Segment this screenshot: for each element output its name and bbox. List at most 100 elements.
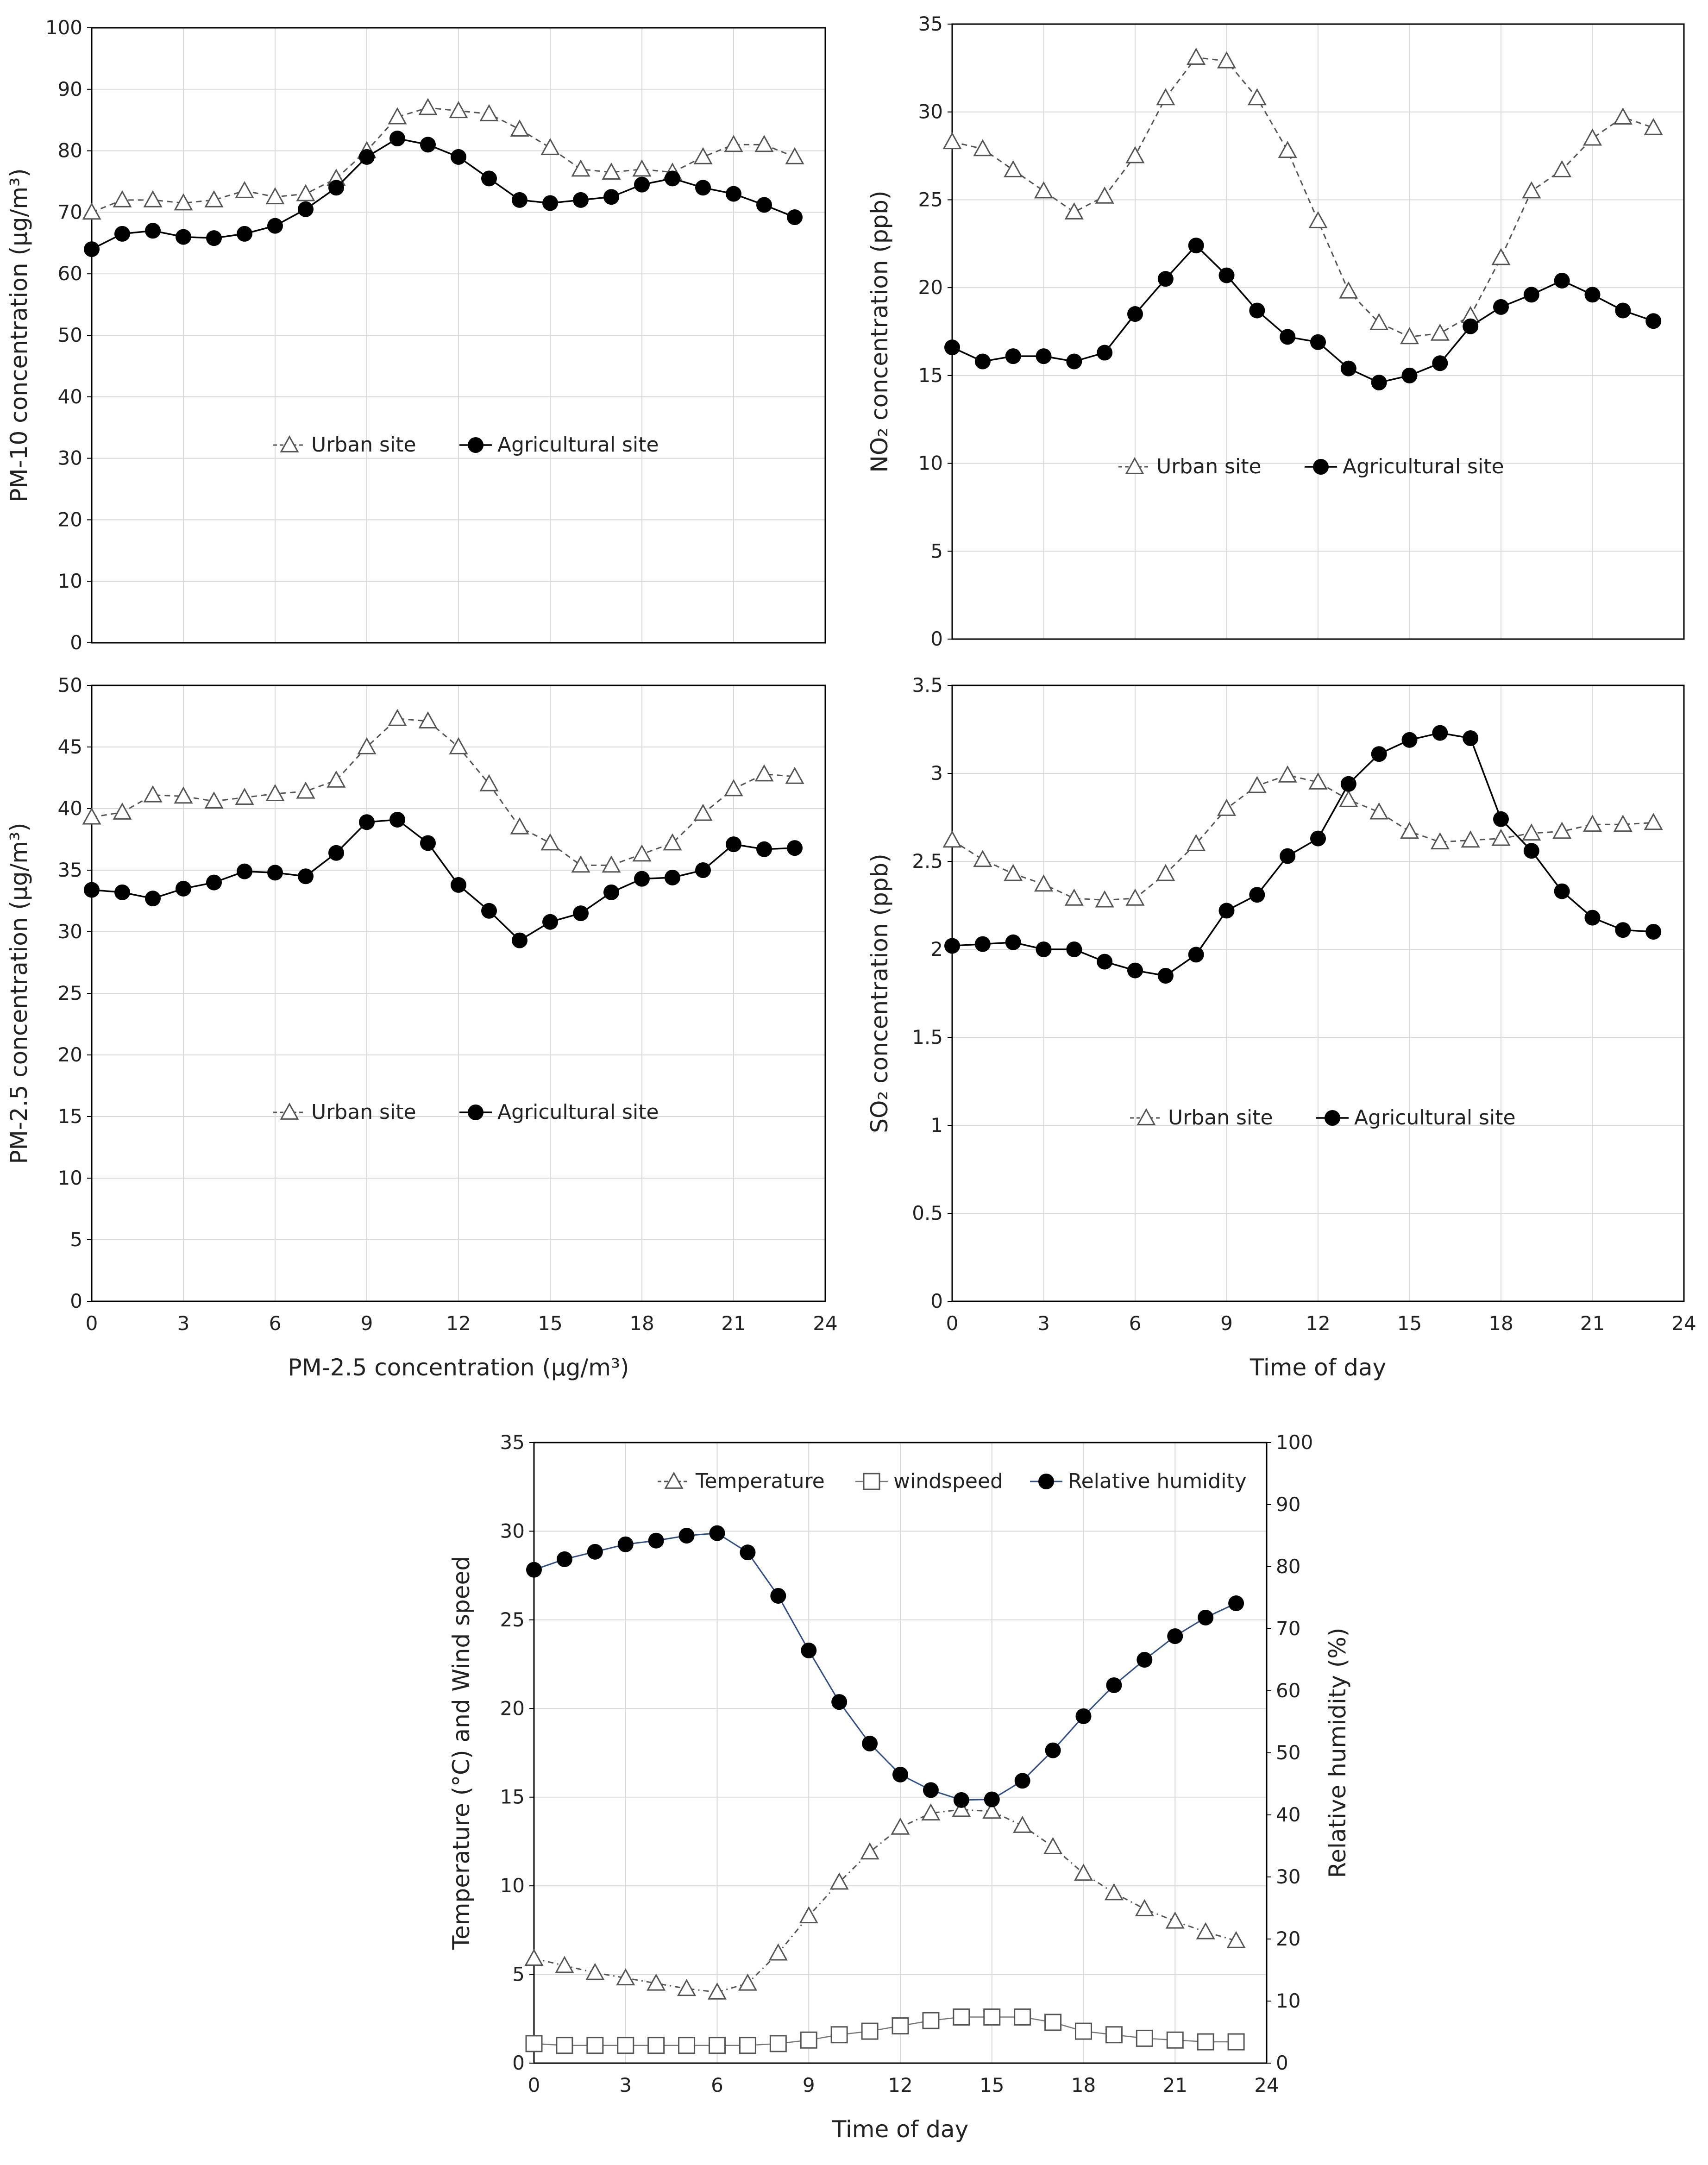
data-point [237,863,252,879]
y-tick-label: 20 [58,1043,82,1066]
y-tick-label: 20 [58,508,82,531]
data-point [754,135,774,152]
data-point [709,2037,726,2054]
data-point [587,1544,603,1560]
data-point [724,779,743,797]
data-point [891,1817,910,1835]
data-point [1034,874,1054,892]
data-point [1196,1922,1215,1939]
data-point [1127,962,1143,979]
legend-label: Agricultural site [1354,1106,1516,1130]
data-point [982,1801,1002,1819]
y-tick-label: 2 [930,938,943,960]
y-tick-label: 20 [918,276,943,299]
x-axis-label: PM-2.5 concentration (µg/m³) [288,1354,629,1381]
data-point [1371,746,1387,762]
data-point [328,845,344,861]
data-point [1461,830,1480,848]
data-point [265,784,285,801]
data-point [799,1906,818,1924]
data-point [1645,313,1662,329]
data-point [1044,2014,1062,2031]
data-point [1165,1911,1185,1929]
data-point [1584,287,1601,303]
data-point [756,841,772,857]
data-point [1125,888,1145,906]
y2-tick-label: 20 [1276,1927,1300,1950]
y-tick-label: 0 [930,628,943,650]
data-point [1166,2031,1184,2049]
y-tick-label: 45 [58,735,82,758]
data-point [479,104,499,121]
data-point [1371,375,1387,391]
data-point [451,877,466,893]
data-point [524,1949,544,1966]
y-tick-label: 0.5 [912,1202,943,1224]
data-point [1064,202,1084,220]
y-axis-label: PM-10 concentration (µg/m³) [6,168,32,502]
data-point [724,135,743,152]
data-point [1644,118,1663,135]
data-point [1493,299,1509,315]
data-point [1188,238,1204,254]
data-point [526,1562,542,1578]
y-tick-label: 10 [58,570,82,592]
x-tick-label: 12 [1306,1312,1330,1335]
data-point [1493,811,1509,827]
y2-tick-label: 100 [1276,1431,1313,1454]
data-point [1249,302,1265,319]
data-point [359,149,375,165]
data-point [451,149,466,165]
plot-frame [951,23,1685,640]
data-point [296,184,315,201]
data-point [1064,888,1084,906]
legend-label: Urban site [1168,1106,1273,1130]
data-point [449,737,468,754]
data-point [942,132,962,150]
data-point [573,192,589,208]
data-point [801,1642,817,1658]
data-point [953,1792,969,1808]
data-point [1227,2033,1245,2051]
data-point [206,230,222,246]
y-tick-label: 100 [45,16,82,39]
data-point [174,193,193,211]
data-point [1226,1931,1246,1948]
series-line-temperature [534,1809,1237,1993]
y-tick-label: 5 [930,540,943,562]
data-point [1522,823,1541,841]
data-point [1014,2008,1031,2026]
data-point [1523,287,1539,303]
data-point [573,905,589,922]
data-point [632,159,652,177]
legend-label: windspeed [893,1469,1003,1493]
data-point [1218,267,1235,283]
y-tick-label: 35 [500,1431,525,1454]
x-tick-label: 21 [1580,1312,1605,1335]
data-point [768,1943,788,1961]
data-point [556,2037,573,2054]
legend-marker [664,1471,684,1489]
y-tick-label: 10 [58,1167,82,1189]
data-point [1167,1628,1183,1644]
data-point [785,147,804,164]
x-tick-label: 9 [1220,1312,1233,1335]
data-point [693,803,713,821]
data-point [602,855,621,873]
legend-marker [1125,457,1144,474]
data-point [769,2035,787,2052]
x-tick-label: 24 [813,1312,837,1335]
data-point [1156,864,1175,881]
legend-marker [1137,1108,1156,1125]
data-point [678,1528,695,1544]
series-line-urban-site [91,107,795,213]
x-tick-label: 24 [1671,1312,1696,1335]
data-point [677,1979,697,1996]
data-point [861,2022,879,2040]
series-line-urban-site [952,56,1654,338]
data-point [1188,947,1204,963]
data-point [235,787,254,805]
data-point [1197,2033,1214,2051]
data-point [1308,772,1328,790]
data-point [389,131,405,147]
